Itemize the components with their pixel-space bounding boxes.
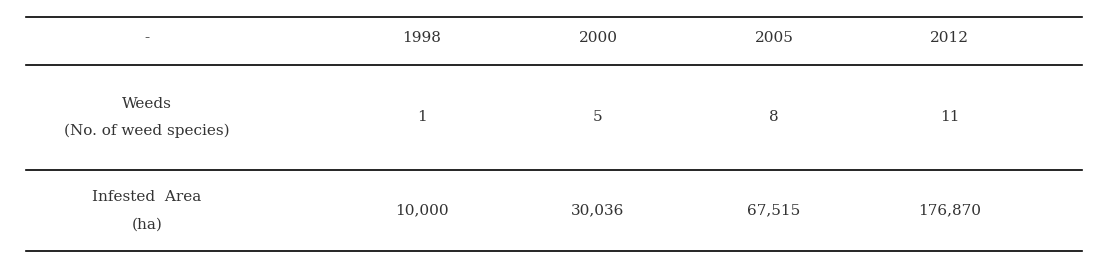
Text: 1998: 1998 — [402, 31, 441, 45]
Text: 30,036: 30,036 — [572, 204, 625, 218]
Text: 2012: 2012 — [931, 31, 970, 45]
Text: 2000: 2000 — [578, 31, 617, 45]
Text: -: - — [144, 31, 150, 45]
Text: Infested  Area: Infested Area — [92, 190, 202, 204]
Text: 10,000: 10,000 — [396, 204, 449, 218]
Text: 2005: 2005 — [755, 31, 793, 45]
Text: 8: 8 — [769, 110, 779, 125]
Text: (No. of weed species): (No. of weed species) — [64, 124, 230, 139]
Text: 1: 1 — [418, 110, 427, 125]
Text: Weeds: Weeds — [122, 96, 172, 110]
Text: 5: 5 — [593, 110, 603, 125]
Text: 67,515: 67,515 — [747, 204, 801, 218]
Text: 176,870: 176,870 — [919, 204, 982, 218]
Text: (ha): (ha) — [132, 217, 163, 231]
Text: 11: 11 — [940, 110, 960, 125]
